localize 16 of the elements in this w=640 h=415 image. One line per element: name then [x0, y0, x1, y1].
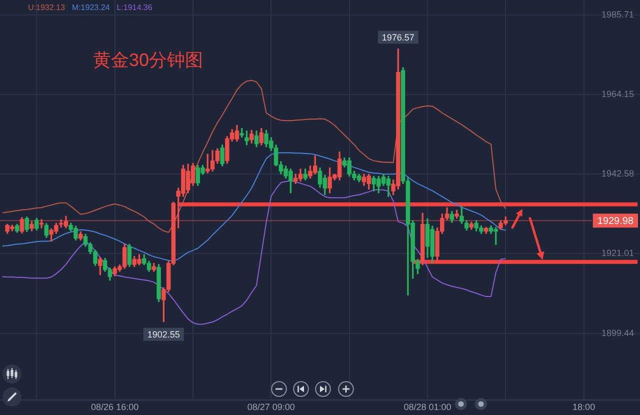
y-tick-label: 1899.44	[601, 328, 634, 338]
y-tick-label: 1942.58	[601, 168, 634, 179]
text: M:1923.24	[72, 3, 110, 12]
text: U:1932.13	[28, 3, 66, 12]
x-tick-label: 08/28 01:00	[404, 402, 452, 412]
annotation: 1902.55	[147, 329, 180, 340]
annotation: 1976.57	[382, 32, 414, 42]
text: 黄金30分钟图	[93, 50, 204, 70]
y-tick-label: 1964.15	[601, 89, 634, 100]
y-tick-label: 1921.01	[601, 248, 634, 258]
x-tick-label: 08/27 09:00	[247, 402, 295, 412]
x-tick-label: 08/26 16:00	[91, 402, 139, 412]
text: L:1914.36	[116, 3, 153, 12]
ref-line-label: 1929.98	[597, 216, 634, 227]
x-tick-label: 18:00	[572, 402, 596, 412]
y-tick-label: 1985.71	[601, 10, 634, 20]
